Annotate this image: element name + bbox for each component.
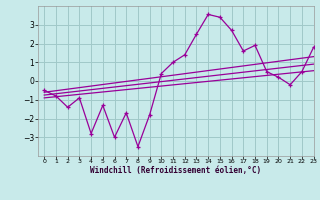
X-axis label: Windchill (Refroidissement éolien,°C): Windchill (Refroidissement éolien,°C)	[91, 166, 261, 175]
